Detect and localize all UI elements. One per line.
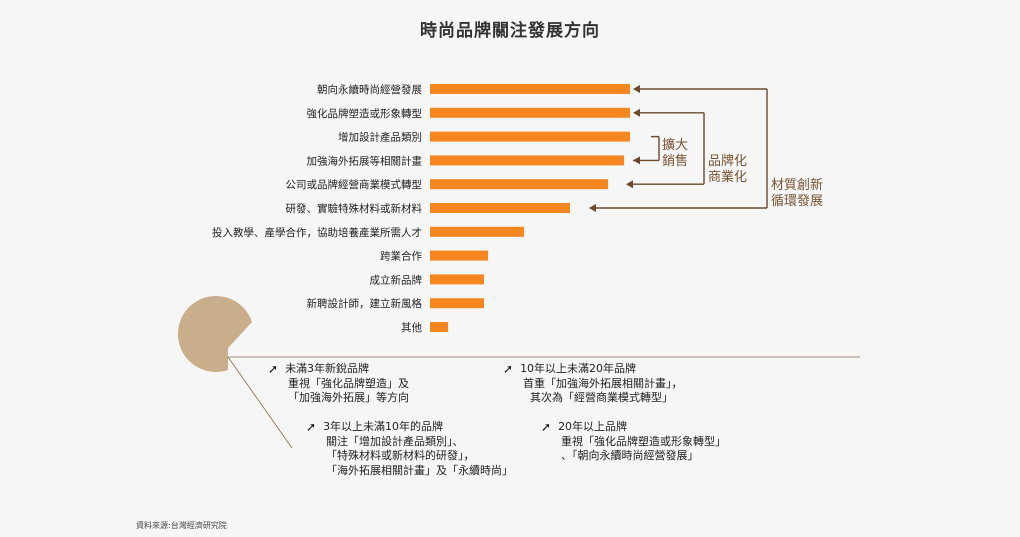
category-label: 投入教學、產學合作，協助培養產業所需人才 [212,226,422,239]
group-label-materials: 循環發展 [771,194,823,209]
group-label-branding: 商業化 [708,169,747,185]
note-line: 關注「增加設計產品類別」、 [326,434,464,448]
note-3-to-10-years: ➚ 3年以上未滿10年的品牌 關注「增加設計產品類別」、 「特殊材料或新材料的研發」，… [306,420,513,478]
category-label: 增加設計產品類別 [338,131,422,144]
category-label: 研發、實驗特殊材料或新材料 [286,202,423,215]
arrow-up-right-icon: ➚ [306,420,317,434]
category-label: 強化品牌塑造或形象轉型 [307,107,423,120]
pie-diagonal-line [227,356,293,449]
bracket-materials-arrowhead [589,204,596,212]
bracket-materials-arrowhead [633,85,640,93]
note-heading-text: 10年以上未滿20年品牌 [520,362,637,375]
note-heading: ➚ 3年以上未滿10年的品牌 [306,420,513,435]
arrow-up-right-icon: ➚ [541,420,552,434]
bar [430,131,630,142]
bar [430,107,630,118]
bar [430,322,448,332]
category-label: 其他 [401,321,422,334]
bar [430,298,484,309]
bar [430,155,624,166]
source-note: 資料來源:台灣經濟研究院 [136,521,227,530]
note-20-plus-years: ➚ 20年以上品牌 重視「強化品牌塑造或形象轉型」 、「朝向永續時尚經營發展」 [541,420,726,464]
group-label-sales: 銷售 [662,153,688,169]
bracket-branding-arrowhead [633,108,640,117]
category-label: 朝向永續時尚經營發展 [317,83,422,96]
note-heading-text: 未滿3年新銳品牌 [285,362,370,375]
note-line: 「海外拓展相關計畫」及「永續時尚」 [326,463,513,477]
note-line: 「加強海外拓展」等方向 [288,391,409,404]
bracket-sales-arrowhead [633,156,640,165]
note-line: 「特殊材料或新材料的研發」， [326,449,475,462]
bar [430,84,630,94]
note-heading: ➚ 20年以上品牌 [541,420,726,435]
bar [430,274,484,285]
pie-decoration [177,295,252,372]
bar [430,179,608,190]
bar [430,226,524,237]
arrow-up-right-icon: ➚ [268,362,279,376]
category-label: 新聘設計師，建立新風格 [307,297,423,310]
bracket-branding-arrowhead [626,180,633,189]
group-label-branding: 品牌化 [708,153,747,169]
note-heading: ➚ 未滿3年新銳品牌 [268,362,409,377]
category-label: 跨業合作 [380,250,422,263]
group-label-materials: 材質創新 [771,177,823,193]
note-10-to-20-years: ➚ 10年以上未滿20年品牌 首重「加強海外拓展相關計畫」， 其次為「經營商業模式轉… [503,362,683,406]
note-line: 重視「強化品牌塑造或形象轉型」 [561,434,726,448]
bar [430,203,570,213]
note-new-brands: ➚ 未滿3年新銳品牌 重視「強化品牌塑造」及 「加強海外拓展」等方向 [268,362,409,406]
category-label: 成立新品牌 [370,273,423,286]
note-heading-text: 20年以上品牌 [558,420,628,433]
note-line: 其次為「經營商業模式轉型」 [523,391,673,404]
group-label-sales: 擴大 [662,137,688,153]
note-line: 重視「強化品牌塑造」及 [288,376,409,390]
chart-title: 時尚品牌關注發展方向 [420,21,600,41]
bar [430,250,488,261]
note-heading: ➚ 10年以上未滿20年品牌 [503,362,683,377]
note-heading-text: 3年以上未滿10年的品牌 [323,420,444,433]
category-label: 公司或品牌經營商業模式轉型 [286,178,423,191]
note-line: 、「朝向永續時尚經營發展」 [561,449,699,462]
category-label: 加強海外拓展等相關計畫 [307,154,423,167]
note-line: 首重「加強海外拓展相關計畫」， [523,376,683,390]
arrow-up-right-icon: ➚ [503,362,514,376]
